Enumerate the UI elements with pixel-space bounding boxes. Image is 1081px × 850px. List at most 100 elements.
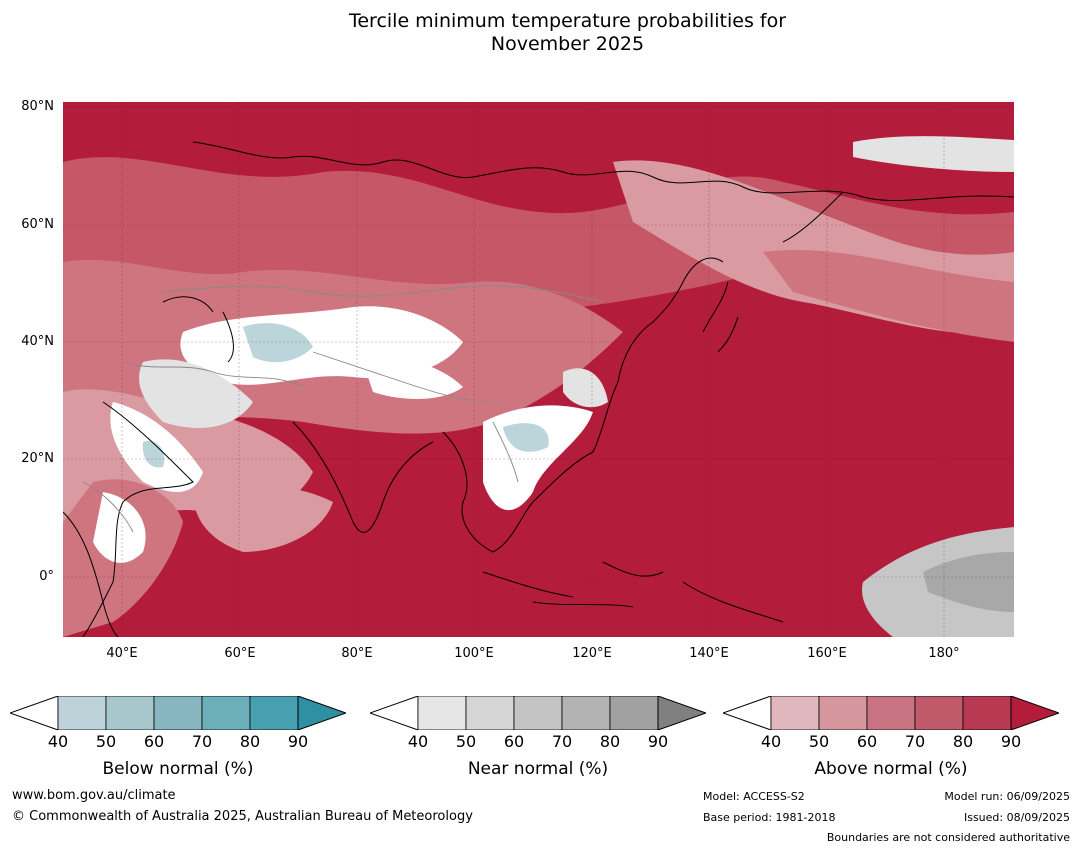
near-region-tibet [363, 358, 463, 399]
colorbar-below-under-triangle [10, 696, 59, 730]
boundary-central-asia [162, 285, 604, 303]
colorbar-above-tick-60: 60 [856, 732, 878, 751]
colorbar-above-swatch-1 [818, 696, 868, 730]
colorbar-above-over-triangle [1010, 696, 1059, 730]
near-region-arctic [853, 136, 1014, 172]
lon-label-60e: 60°E [224, 646, 256, 661]
lon-label-180: 180° [928, 646, 960, 661]
colorbar-below-normal [10, 696, 346, 730]
below-region-central-asia [243, 323, 313, 363]
coastline-black-caspian [162, 296, 234, 363]
colorbar-near-swatch-0 [417, 696, 467, 730]
coastline-east-china [617, 257, 724, 383]
colorbar-below-swatch-0 [57, 696, 107, 730]
boundary-southeast-asia [492, 421, 519, 483]
colorbar-near-swatch-4 [609, 696, 659, 730]
colorbar-above-tick-40: 40 [760, 732, 782, 751]
lat-label-60n: 60°N [21, 217, 54, 232]
colorbar-below-label: Below normal (%) [102, 759, 254, 779]
political-boundaries [82, 285, 604, 533]
colorbar-below-tick-60: 60 [143, 732, 165, 751]
colorbar-near-label: Near normal (%) [467, 759, 609, 779]
coastline-southeast-asia [442, 381, 619, 553]
boundary-africa [82, 481, 134, 533]
coastline-arabia [82, 401, 194, 637]
map-svg [63, 102, 1014, 637]
colorbar-below-tick-90: 90 [287, 732, 309, 751]
colorbar-below-tick-70: 70 [191, 732, 213, 751]
colorbar-near-ticks: 40 50 60 70 80 90 [360, 732, 760, 752]
lon-label-80e: 80°E [341, 646, 373, 661]
near-region-pacific-south-core [923, 552, 1014, 612]
colorbar-near-tick-60: 60 [503, 732, 525, 751]
near-region-horn-africa [93, 492, 146, 563]
coastline-africa-east [63, 511, 119, 637]
colorbar-near-tick-40: 40 [407, 732, 429, 751]
title-line-1: Tercile minimum temperature probabilitie… [348, 10, 787, 32]
colorbar-near-swatch-2 [513, 696, 563, 730]
colorbar-near-normal [370, 696, 706, 730]
near-region-iran [139, 359, 253, 428]
colorbar-below-tick-40: 40 [47, 732, 69, 751]
coastline-indonesia [482, 561, 784, 623]
colorbar-above-ticks: 40 50 60 70 80 90 [713, 732, 1081, 752]
colorbar-above-label: Above normal (%) [814, 759, 968, 779]
colorbar-above-swatch-2 [866, 696, 916, 730]
below-normal-shading [142, 323, 549, 468]
coastline-india [292, 421, 434, 533]
colorbar-above-tick-90: 90 [1000, 732, 1022, 751]
near-region-china-coast [563, 368, 608, 408]
colorbar-above-swatch-4 [962, 696, 1012, 730]
website-link[interactable]: www.bom.gov.au/climate [12, 788, 176, 803]
above-30-region-pacific [763, 249, 1014, 342]
lat-label-0: 0° [39, 569, 54, 584]
lon-label-40e: 40°E [106, 646, 138, 661]
colorbar-below-tick-50: 50 [95, 732, 117, 751]
colorbar-above-under-triangle [723, 696, 772, 730]
chart-title: Tercile minimum temperature probabilitie… [0, 10, 1081, 56]
colorbar-above-normal [723, 696, 1059, 730]
colorbar-below-over-triangle [297, 696, 346, 730]
lon-label-120e: 120°E [572, 646, 612, 661]
colorbar-below-tick-80: 80 [239, 732, 261, 751]
lat-label-20n: 20°N [21, 451, 54, 466]
above-30-region-indian-ocean [193, 485, 333, 552]
coastlines [63, 141, 1014, 637]
below-region-arabia [142, 441, 165, 468]
colorbar-above-tick-50: 50 [808, 732, 830, 751]
colorbar-near-swatch-3 [561, 696, 611, 730]
lon-label-140e: 140°E [689, 646, 729, 661]
probability-map [63, 102, 1014, 637]
below-region-indochina [503, 423, 549, 452]
boundary-china-india [312, 351, 494, 403]
issued-date: Issued: 08/09/2025 [963, 811, 1070, 824]
base-period: Base period: 1981-2018 [703, 811, 836, 824]
colorbar-above-tick-70: 70 [904, 732, 926, 751]
model-run-date: Model run: 06/09/2025 [944, 790, 1070, 803]
colorbar-near-tick-70: 70 [551, 732, 573, 751]
colorbar-above-swatch-3 [914, 696, 964, 730]
lon-label-100e: 100°E [454, 646, 494, 661]
title-line-2: November 2025 [490, 33, 645, 55]
colorbar-near-under-triangle [370, 696, 419, 730]
colorbar-near-swatch-1 [465, 696, 515, 730]
graticule [63, 102, 1014, 637]
colorbar-below-swatch-4 [249, 696, 299, 730]
model-name: Model: ACCESS-S2 [703, 790, 805, 803]
lat-label-80n: 80°N [21, 99, 54, 114]
colorbar-near-over-triangle [657, 696, 706, 730]
coastline-kamchatka [782, 191, 844, 243]
colorbar-near-tick-90: 90 [647, 732, 669, 751]
colorbar-below-swatch-3 [201, 696, 251, 730]
boundary-disclaimer: Boundaries are not considered authoritat… [826, 831, 1070, 844]
lat-label-40n: 40°N [21, 334, 54, 349]
colorbar-above-swatch-0 [770, 696, 820, 730]
copyright-text: © Commonwealth of Australia 2025, Austra… [12, 809, 473, 824]
colorbar-near-tick-50: 50 [455, 732, 477, 751]
colorbar-near-tick-80: 80 [599, 732, 621, 751]
colorbar-above-tick-80: 80 [952, 732, 974, 751]
colorbar-below-ticks: 40 50 60 70 80 90 [0, 732, 400, 752]
boundary-middle-east [122, 361, 304, 388]
coastline-arctic [192, 141, 1014, 201]
colorbar-below-swatch-2 [153, 696, 203, 730]
